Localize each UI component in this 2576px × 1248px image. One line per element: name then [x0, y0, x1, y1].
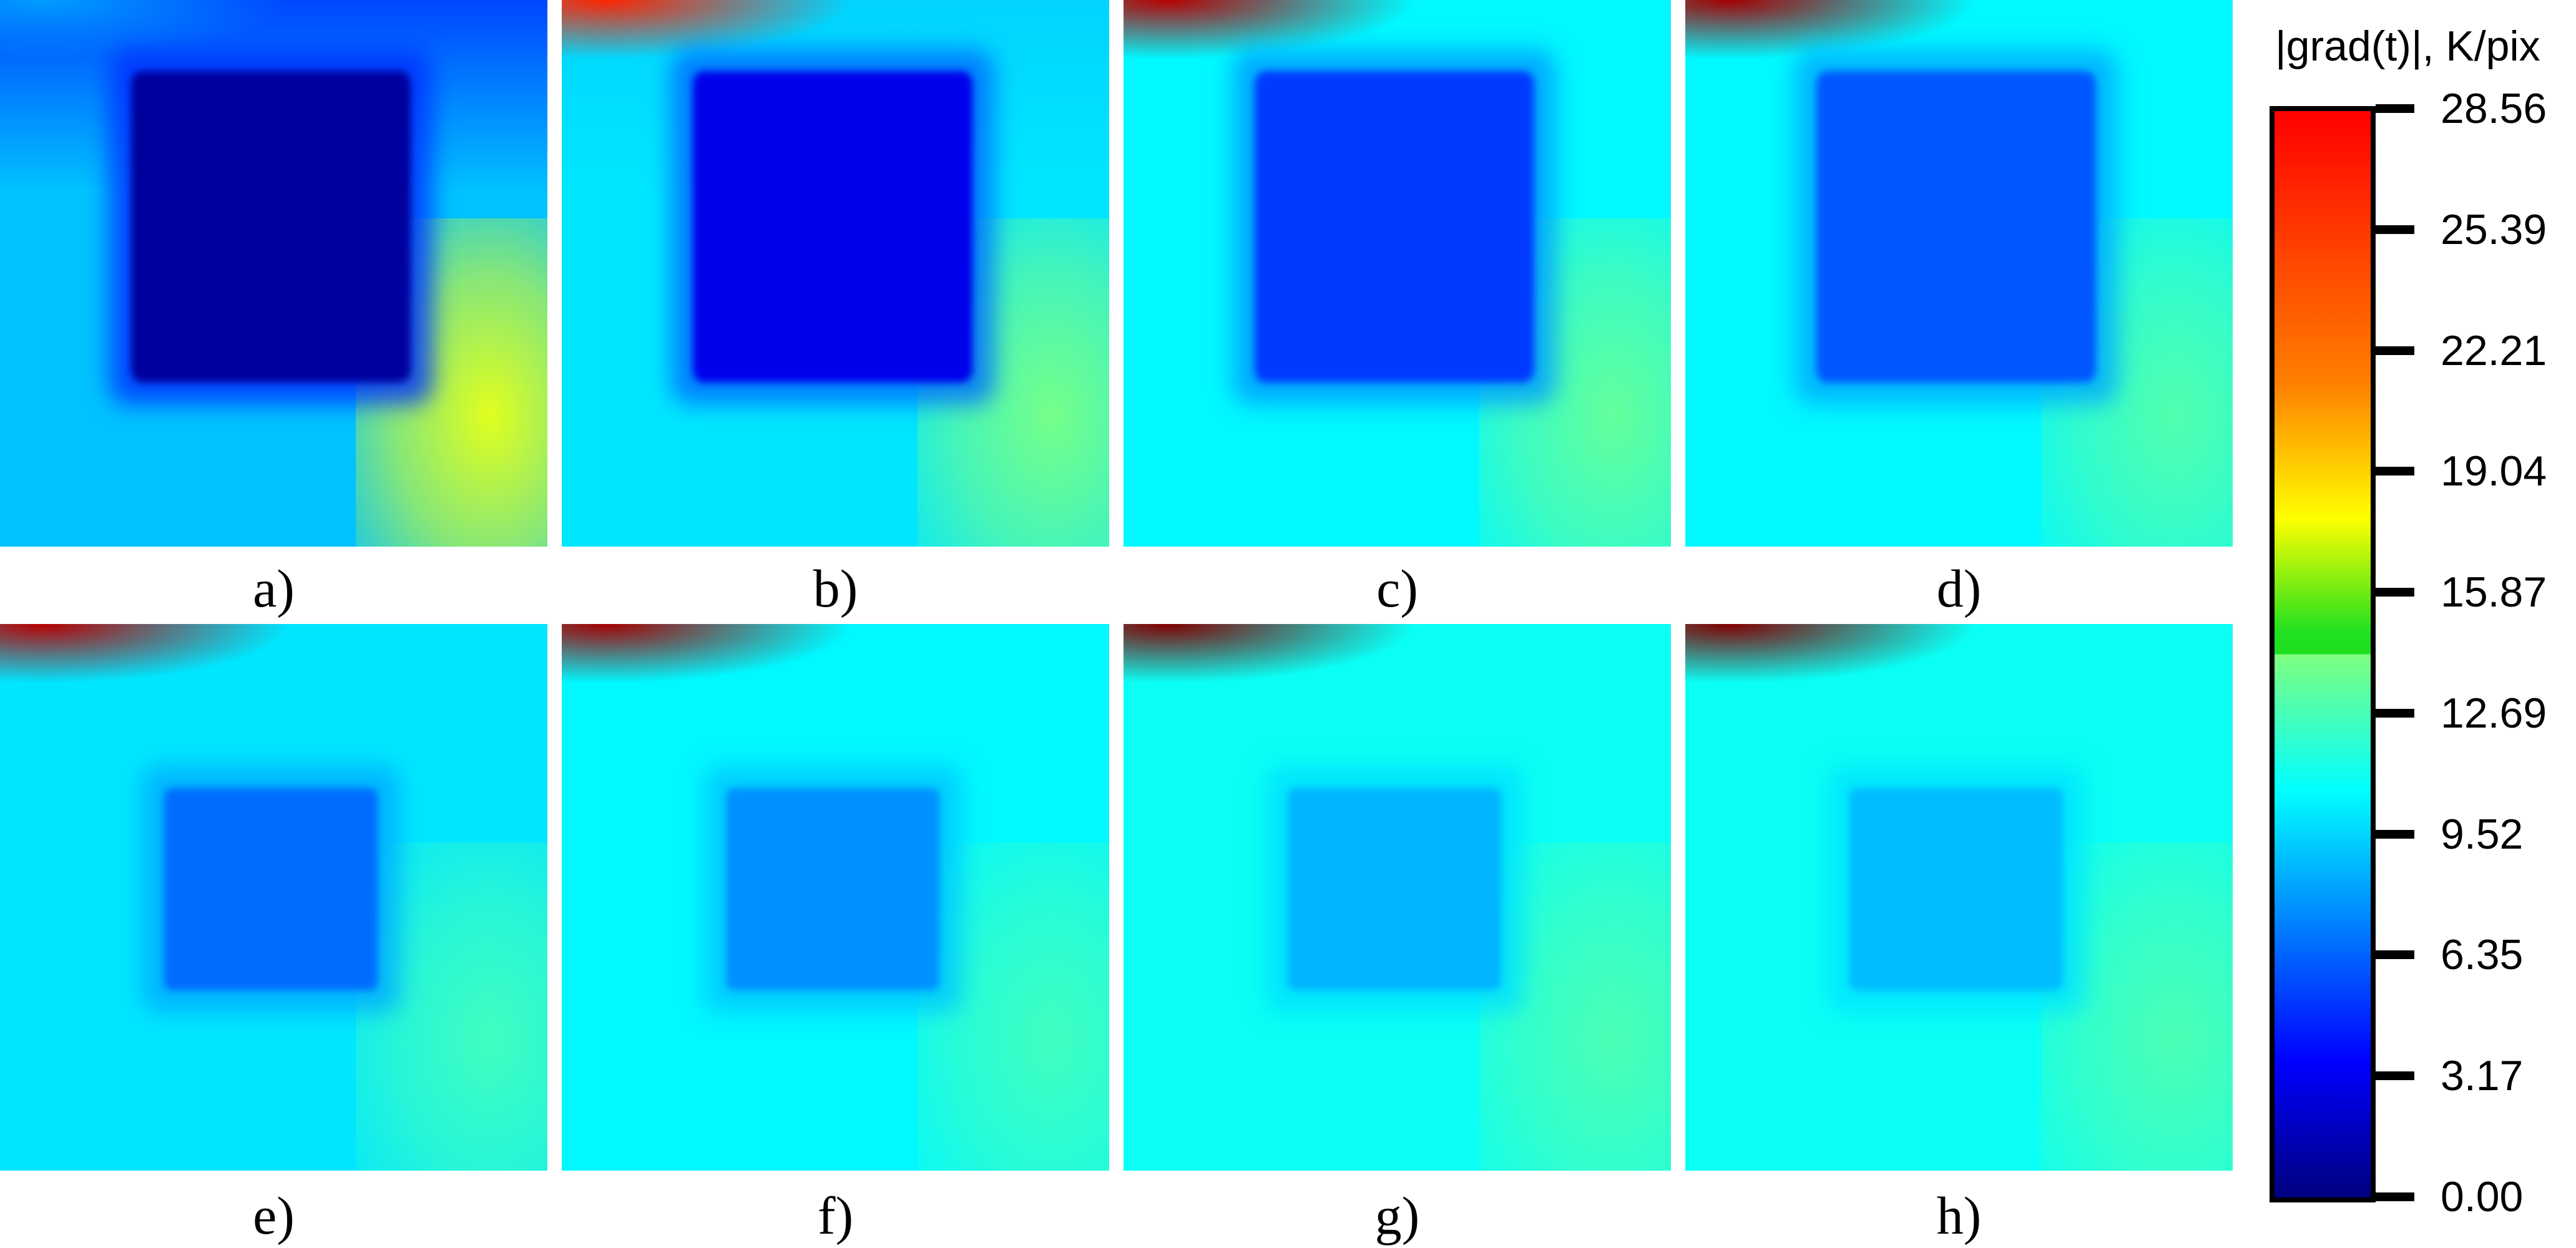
square-region	[726, 787, 940, 990]
panel-label: e)	[253, 1186, 295, 1246]
colorbar-tick	[2376, 829, 2414, 839]
heatmap-panel	[1124, 0, 1671, 547]
colorbar	[2270, 106, 2376, 1202]
square-region	[1288, 787, 1502, 990]
square-region	[693, 71, 972, 383]
heatmap-panel	[0, 624, 547, 1171]
colorbar-tick	[2376, 1071, 2414, 1081]
square-region	[1255, 71, 1534, 383]
colorbar-tick	[2376, 225, 2414, 234]
panel-label: f)	[817, 1186, 854, 1246]
colorbar-tick	[2376, 467, 2414, 476]
colorbar-title: |grad(t)|, K/pix	[2275, 22, 2540, 70]
panel-label: c)	[1376, 558, 1418, 618]
colorbar-tick-label: 9.52	[2441, 810, 2524, 858]
corner-hotspot	[562, 624, 1109, 723]
heatmap-panel	[1685, 624, 2233, 1171]
colorbar-tick	[2376, 708, 2414, 718]
square-region	[131, 71, 411, 383]
heatmap-panel	[562, 0, 1109, 547]
heatmap-panel	[1685, 0, 2233, 547]
colorbar-tick	[2376, 104, 2414, 113]
colorbar-tick-label: 0.00	[2441, 1173, 2524, 1221]
heatmap-panel	[0, 0, 547, 547]
colorbar-tick-label: 19.04	[2441, 447, 2547, 495]
corner-hotspot	[1124, 624, 1671, 723]
colorbar-tick	[2376, 588, 2414, 597]
colorbar-tick	[2376, 1192, 2414, 1201]
colorbar-tick	[2376, 346, 2414, 355]
colorbar-tick-label: 28.56	[2441, 85, 2547, 132]
colorbar-tick-label: 3.17	[2441, 1052, 2524, 1100]
square-region	[1849, 787, 2064, 990]
heatmap-panel	[1124, 624, 1671, 1171]
panel-label: b)	[813, 558, 858, 618]
corner-hotspot	[1685, 624, 2233, 723]
heatmap-panel	[562, 624, 1109, 1171]
square-region	[164, 787, 378, 990]
colorbar-tick-label: 12.69	[2441, 689, 2547, 737]
colorbar-tick-label: 25.39	[2441, 205, 2547, 253]
colorbar-tick-label: 15.87	[2441, 568, 2547, 617]
square-region	[1816, 71, 2096, 383]
colorbar-tick-label: 22.21	[2441, 326, 2547, 374]
panel-label: d)	[1936, 558, 1982, 618]
colorbar-tick	[2376, 950, 2414, 960]
panel-label: g)	[1374, 1186, 1420, 1246]
colorbar-tick-label: 6.35	[2441, 931, 2524, 979]
panel-label: a)	[253, 558, 295, 618]
corner-hotspot	[0, 624, 547, 723]
panel-label: h)	[1936, 1186, 1982, 1246]
